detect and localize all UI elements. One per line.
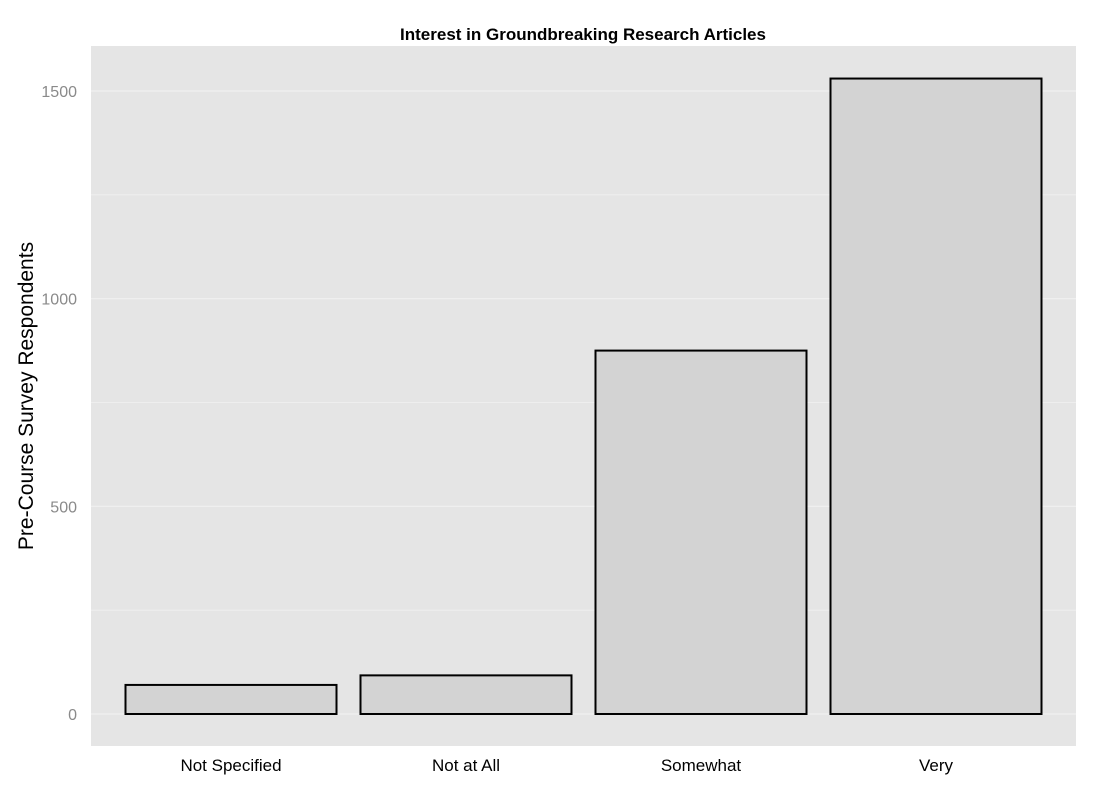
y-tick-label: 500 (50, 499, 77, 516)
bar-not-at-all (359, 674, 573, 716)
x-tick-label: Not at All (432, 756, 500, 775)
x-tick-label: Not Specified (180, 756, 281, 775)
x-tick-label: Somewhat (661, 756, 742, 775)
bar-very (829, 77, 1043, 716)
chart-title: Interest in Groundbreaking Research Arti… (400, 25, 766, 44)
bars (124, 77, 1043, 716)
bar-not-specified (124, 683, 338, 716)
y-tick-label: 1000 (41, 292, 77, 309)
y-tick-label: 1500 (41, 84, 77, 101)
x-axis-ticks: Not Specified Not at All Somewhat Very (180, 756, 953, 775)
y-axis-ticks: 0 500 1000 1500 (41, 84, 77, 724)
x-tick-label: Very (919, 756, 954, 775)
bar-somewhat (594, 349, 808, 715)
y-axis-label: Pre-Course Survey Respondents (15, 242, 38, 550)
y-tick-label: 0 (68, 707, 77, 724)
